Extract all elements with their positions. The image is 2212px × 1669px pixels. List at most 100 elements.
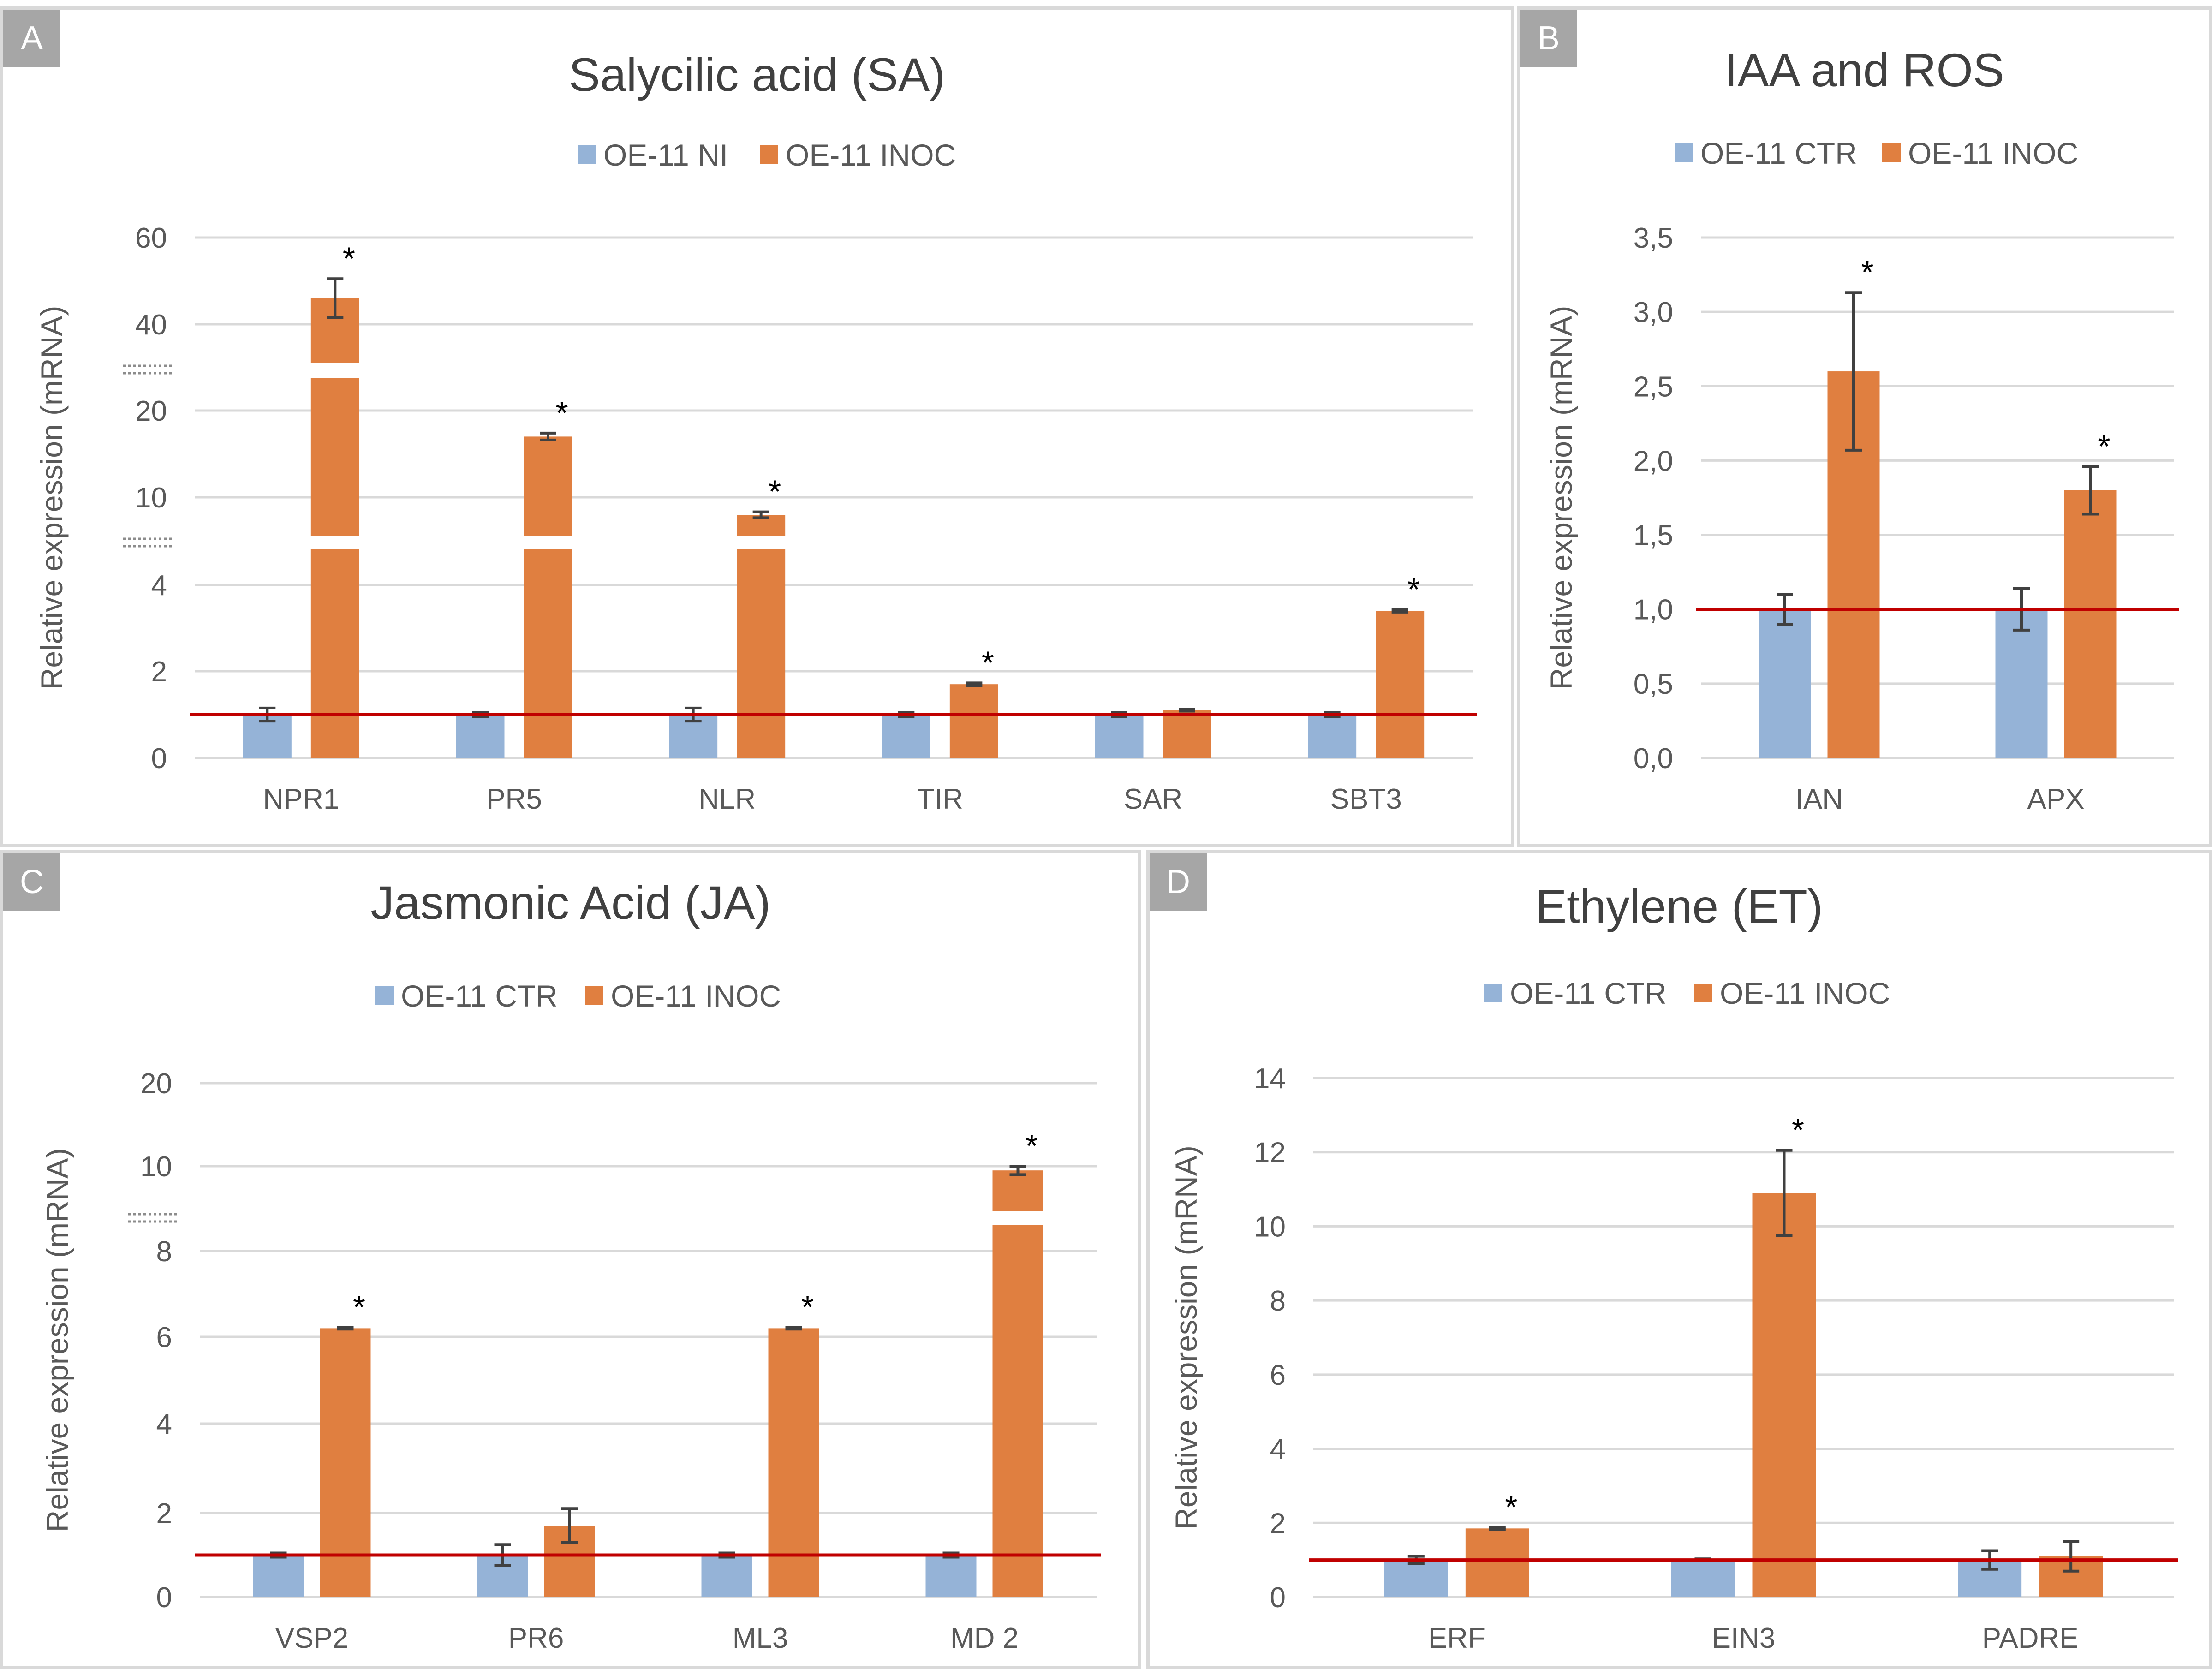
bar-ctr-sar bbox=[1095, 715, 1144, 758]
legend-label: OE-11 CTR bbox=[401, 979, 558, 1013]
y-tick-label: 10 bbox=[140, 1151, 172, 1183]
y-tick-label: 8 bbox=[156, 1236, 172, 1268]
legend-label: OE-11 INOC bbox=[1908, 136, 2078, 170]
y-tick-label: 6 bbox=[156, 1322, 172, 1353]
significance-marker: * bbox=[1407, 571, 1420, 607]
y-tick-label: 0 bbox=[1270, 1582, 1286, 1614]
bar-ctr-md2 bbox=[925, 1555, 977, 1597]
bar-ctr-ian bbox=[1759, 609, 1811, 758]
legend-swatch-inoc bbox=[1694, 984, 1712, 1002]
chart-jasmonic-acid: Jasmonic Acid (JA) OE-11 CTR OE-11 INOC 0 2 4… bbox=[40, 876, 1101, 1654]
y-tick-label: 0,0 bbox=[1634, 743, 1673, 775]
legend-swatch-ctr bbox=[578, 145, 596, 164]
legend-swatch-inoc bbox=[585, 986, 603, 1005]
bar-inoc-tir bbox=[949, 684, 998, 758]
panel-salicylic-acid: A Salycilic acid (SA) OE-11 NI OE-11 INOC 0… bbox=[0, 6, 1514, 847]
bar-ctr-pr5 bbox=[456, 715, 505, 758]
legend-swatch-ctr bbox=[375, 986, 394, 1005]
y-tick-label: 2,0 bbox=[1634, 445, 1673, 477]
significance-marker: * bbox=[769, 474, 781, 510]
y-tick-label: 3,5 bbox=[1634, 222, 1673, 254]
significance-marker: * bbox=[1505, 1489, 1517, 1525]
significance-marker: * bbox=[982, 644, 994, 680]
legend-label: OE-11 INOC bbox=[611, 979, 781, 1013]
bar-break-band bbox=[736, 536, 787, 549]
x-tick-label: IAN bbox=[1795, 783, 1843, 815]
x-tick-label: ERF bbox=[1428, 1622, 1485, 1654]
bar-inoc-sbt3 bbox=[1376, 611, 1425, 758]
bar-inoc-ml3 bbox=[768, 1328, 819, 1597]
significance-marker: * bbox=[801, 1289, 814, 1325]
significance-marker: * bbox=[1861, 254, 1873, 290]
legend-swatch-ctr bbox=[1675, 143, 1693, 162]
x-tick-label: PR6 bbox=[508, 1622, 564, 1654]
significance-marker: * bbox=[1792, 1112, 1804, 1148]
bar-inoc-pr5 bbox=[524, 436, 572, 758]
legend-label: OE-11 INOC bbox=[1720, 976, 1890, 1010]
legend-label: OE-11 CTR bbox=[1510, 976, 1667, 1010]
bar-ctr-sbt3 bbox=[1308, 715, 1357, 758]
panel-letter: C bbox=[3, 853, 60, 911]
panel-letter: D bbox=[1150, 853, 1207, 911]
bar-break-band bbox=[310, 363, 360, 378]
y-tick-label: 14 bbox=[1254, 1063, 1286, 1095]
x-tick-label: TIR bbox=[917, 783, 963, 815]
bar-inoc-vsp2 bbox=[320, 1328, 371, 1597]
bar-ctr-apx bbox=[1995, 609, 2048, 758]
bar-ctr-vsp2 bbox=[253, 1555, 304, 1597]
y-tick-label: 2 bbox=[1270, 1508, 1286, 1539]
y-tick-label: 6 bbox=[1270, 1359, 1286, 1391]
panel-letter: B bbox=[1520, 10, 1577, 67]
y-tick-label: 4 bbox=[1270, 1434, 1286, 1466]
y-tick-label: 4 bbox=[156, 1408, 172, 1440]
y-tick-label: 20 bbox=[135, 395, 167, 427]
chart-title: Ethylene (ET) bbox=[1535, 880, 1823, 933]
chart-title: Salycilic acid (SA) bbox=[569, 48, 945, 101]
x-tick-label: ML3 bbox=[733, 1622, 788, 1654]
bar-inoc-nlr bbox=[737, 515, 786, 758]
x-tick-label: SAR bbox=[1124, 783, 1182, 815]
y-axis-label: Relative expression (mRNA) bbox=[1544, 306, 1578, 690]
x-tick-label: EIN3 bbox=[1712, 1622, 1776, 1654]
y-axis-label: Relative expression (mRNA) bbox=[40, 1148, 74, 1532]
y-tick-label: 1,5 bbox=[1634, 520, 1673, 552]
y-tick-label: 40 bbox=[135, 309, 167, 341]
x-tick-label: VSP2 bbox=[275, 1622, 349, 1654]
legend-swatch-ctr bbox=[1484, 984, 1502, 1002]
bar-inoc-md2 bbox=[992, 1170, 1043, 1597]
y-tick-label: 4 bbox=[151, 570, 167, 602]
y-axis-label: Relative expression (mRNA) bbox=[1169, 1145, 1203, 1530]
x-tick-label: SBT3 bbox=[1330, 783, 1402, 815]
chart-title: Jasmonic Acid (JA) bbox=[370, 876, 770, 929]
x-tick-label: APX bbox=[2027, 783, 2084, 815]
bar-ctr-tir bbox=[882, 715, 930, 758]
legend-label: OE-11 CTR bbox=[1700, 136, 1857, 170]
panel-ethylene: D Ethylene (ET) OE-11 CTR OE-11 INOC 0 2 4 6 8 1… bbox=[1146, 850, 2212, 1669]
bar-inoc-ein3 bbox=[1752, 1193, 1816, 1597]
significance-marker: * bbox=[353, 1289, 365, 1325]
significance-marker: * bbox=[555, 395, 568, 431]
y-tick-label: 2 bbox=[156, 1498, 172, 1530]
y-tick-label: 12 bbox=[1254, 1137, 1286, 1169]
y-tick-label: 0 bbox=[151, 743, 167, 775]
legend-swatch-inoc bbox=[760, 145, 778, 164]
x-tick-label: NPR1 bbox=[263, 783, 339, 815]
y-tick-label: 0,5 bbox=[1634, 668, 1673, 700]
panel-iaa-ros: B IAA and ROS OE-11 CTR OE-11 INOC 0,0 0,5 1,… bbox=[1517, 6, 2212, 847]
legend-label: OE-11 INOC bbox=[786, 138, 956, 172]
y-tick-label: 3,0 bbox=[1634, 297, 1673, 328]
chart-salicylic-acid: Salycilic acid (SA) OE-11 NI OE-11 INOC 0 2 4… bbox=[35, 48, 1477, 815]
chart-title: IAA and ROS bbox=[1724, 44, 2004, 96]
bar-inoc-sar bbox=[1163, 710, 1211, 758]
x-tick-label: MD 2 bbox=[950, 1622, 1019, 1654]
significance-marker: * bbox=[1026, 1128, 1038, 1164]
panel-jasmonic-acid: C Jasmonic Acid (JA) OE-11 CTR OE-11 INOC 0… bbox=[0, 850, 1141, 1669]
y-tick-label: 2 bbox=[151, 656, 167, 688]
bar-break-band bbox=[523, 536, 573, 549]
chart-iaa-ros: IAA and ROS OE-11 CTR OE-11 INOC 0,0 0,5 1,0 1… bbox=[1544, 44, 2179, 815]
bar-ctr-ml3 bbox=[701, 1555, 752, 1597]
y-tick-label: 1,0 bbox=[1634, 594, 1673, 626]
chart-ethylene: Ethylene (ET) OE-11 CTR OE-11 INOC 0 2 4 6 8 10 1… bbox=[1169, 880, 2178, 1654]
x-tick-label: PR5 bbox=[486, 783, 542, 815]
significance-marker: * bbox=[343, 240, 355, 276]
